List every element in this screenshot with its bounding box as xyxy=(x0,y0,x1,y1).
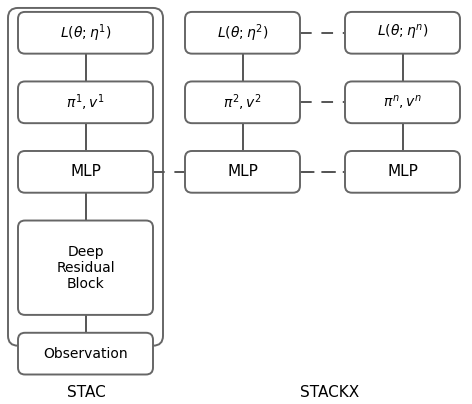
Text: MLP: MLP xyxy=(387,164,418,179)
Text: STAC: STAC xyxy=(67,385,105,400)
FancyBboxPatch shape xyxy=(185,12,300,54)
Text: Deep
Residual
Block: Deep Residual Block xyxy=(56,244,115,291)
Text: $L(\theta; \eta^n)$: $L(\theta; \eta^n)$ xyxy=(377,23,428,42)
FancyBboxPatch shape xyxy=(18,82,153,123)
Text: STACKX: STACKX xyxy=(300,385,360,400)
FancyBboxPatch shape xyxy=(345,151,460,193)
Text: MLP: MLP xyxy=(70,164,101,179)
FancyBboxPatch shape xyxy=(18,151,153,193)
Text: $\pi^1, v^1$: $\pi^1, v^1$ xyxy=(66,92,105,113)
FancyBboxPatch shape xyxy=(185,82,300,123)
FancyBboxPatch shape xyxy=(185,151,300,193)
Text: $L(\theta; \eta^2)$: $L(\theta; \eta^2)$ xyxy=(217,22,268,44)
Text: Observation: Observation xyxy=(43,347,128,361)
Text: $L(\theta; \eta^1)$: $L(\theta; \eta^1)$ xyxy=(60,22,111,44)
FancyBboxPatch shape xyxy=(18,221,153,315)
FancyBboxPatch shape xyxy=(18,12,153,54)
Text: MLP: MLP xyxy=(227,164,258,179)
FancyBboxPatch shape xyxy=(345,12,460,54)
FancyBboxPatch shape xyxy=(345,82,460,123)
FancyBboxPatch shape xyxy=(18,333,153,375)
Text: $\pi^2, v^2$: $\pi^2, v^2$ xyxy=(223,92,262,113)
Text: $\pi^n, v^n$: $\pi^n, v^n$ xyxy=(383,93,422,112)
